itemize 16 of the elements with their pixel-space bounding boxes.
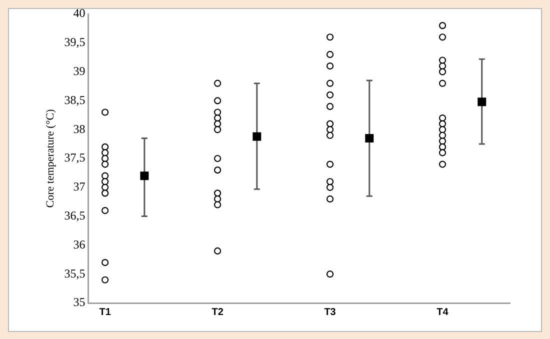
y-tick-label: 39 bbox=[73, 64, 86, 78]
y-tick-label: 35,5 bbox=[64, 266, 86, 280]
y-tick-label: 36 bbox=[73, 237, 86, 252]
x-tick-label: T3 bbox=[324, 306, 336, 318]
y-axis-title: Core temperature (°C) bbox=[44, 108, 56, 208]
y-tick-label: 36,5 bbox=[64, 208, 86, 222]
y-tick-label: 35 bbox=[73, 295, 86, 310]
x-tick-label: T2 bbox=[212, 306, 224, 318]
y-tick-label: 39,5 bbox=[64, 35, 86, 50]
y-tick-label: 38,5 bbox=[64, 92, 86, 107]
y-tick-label: 38 bbox=[73, 122, 86, 136]
x-tick-label: T1 bbox=[99, 306, 112, 318]
y-tick-label: 37,5 bbox=[64, 150, 86, 165]
x-tick-label: T4 bbox=[436, 306, 449, 318]
y-tick-label: 37 bbox=[73, 180, 86, 194]
y-tick-label: 40 bbox=[73, 6, 86, 20]
